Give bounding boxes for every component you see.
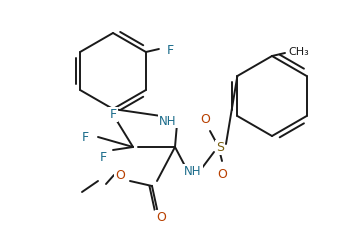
- Text: F: F: [109, 108, 117, 121]
- Text: F: F: [166, 43, 173, 56]
- Text: S: S: [216, 141, 224, 154]
- Text: O: O: [200, 113, 210, 126]
- Text: O: O: [156, 211, 166, 224]
- Text: O: O: [217, 168, 227, 181]
- Text: O: O: [115, 169, 125, 182]
- Text: F: F: [82, 131, 88, 144]
- Text: NH: NH: [159, 115, 177, 128]
- Text: CH₃: CH₃: [289, 47, 309, 57]
- Text: NH: NH: [184, 165, 202, 178]
- Text: F: F: [99, 151, 106, 164]
